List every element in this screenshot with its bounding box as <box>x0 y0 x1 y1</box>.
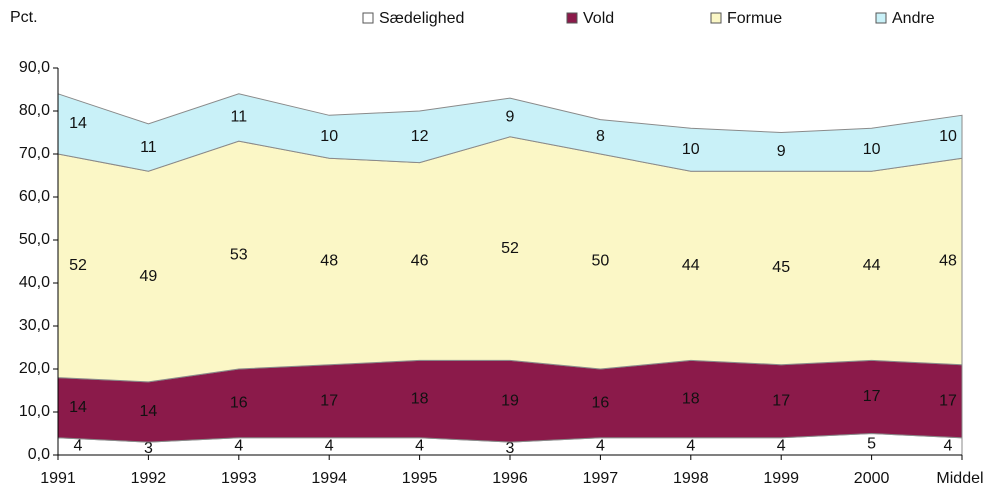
data-label: 4 <box>596 438 605 455</box>
legend-swatch <box>875 12 887 24</box>
data-label: 52 <box>501 240 519 257</box>
data-label: 10 <box>863 141 881 158</box>
data-label: 19 <box>501 392 519 409</box>
legend-swatch <box>362 12 374 24</box>
legend-label: Formue <box>727 10 782 27</box>
x-tick-label: 1991 <box>40 470 76 487</box>
legend-label: Sædelighed <box>379 10 464 27</box>
y-tick-label: 40,0 <box>19 274 50 291</box>
x-tick-label: 1998 <box>673 470 709 487</box>
legend-label: Vold <box>583 10 614 27</box>
data-label: 9 <box>777 143 786 160</box>
x-tick-label: 1992 <box>131 470 167 487</box>
data-label: 45 <box>772 259 790 276</box>
data-label: 17 <box>320 392 338 409</box>
data-label: 18 <box>411 390 429 407</box>
data-label: 10 <box>939 128 957 145</box>
y-tick-label: 90,0 <box>19 59 50 76</box>
y-tick-label: 0,0 <box>28 446 50 463</box>
data-label: 52 <box>69 257 87 274</box>
y-axis-label: Pct. <box>10 9 38 26</box>
data-label: 48 <box>939 253 957 270</box>
x-tick-label: 1997 <box>583 470 619 487</box>
data-label: 4 <box>686 438 695 455</box>
data-label: 8 <box>596 128 605 145</box>
data-label: 49 <box>140 268 158 285</box>
y-tick-label: 70,0 <box>19 145 50 162</box>
legend-swatch <box>566 12 578 24</box>
data-label: 4 <box>415 438 424 455</box>
data-label: 46 <box>411 253 429 270</box>
data-label: 17 <box>863 388 881 405</box>
y-tick-label: 50,0 <box>19 231 50 248</box>
x-tick-label: 2000 <box>854 470 890 487</box>
data-label: 44 <box>682 257 700 274</box>
x-tick-label: 1996 <box>492 470 528 487</box>
data-label: 16 <box>592 395 610 412</box>
data-label: 17 <box>939 392 957 409</box>
data-label: 18 <box>682 390 700 407</box>
data-label: 11 <box>140 139 157 156</box>
data-label: 53 <box>230 246 248 263</box>
x-tick-label: 1994 <box>311 470 347 487</box>
y-tick-label: 30,0 <box>19 317 50 334</box>
data-label: 10 <box>320 128 338 145</box>
data-label: 14 <box>69 115 87 132</box>
legend-label: Andre <box>892 10 935 27</box>
data-label: 14 <box>69 399 87 416</box>
data-label: 4 <box>74 438 83 455</box>
y-tick-label: 60,0 <box>19 188 50 205</box>
legend-swatch <box>710 12 722 24</box>
data-label: 50 <box>592 253 610 270</box>
y-tick-label: 10,0 <box>19 403 50 420</box>
data-label: 3 <box>144 440 153 457</box>
data-label: 16 <box>230 395 248 412</box>
x-tick-label: 1999 <box>763 470 799 487</box>
data-label: 3 <box>506 440 515 457</box>
data-label: 10 <box>682 141 700 158</box>
area <box>57 93 963 172</box>
data-label: 4 <box>944 438 953 455</box>
y-tick-label: 80,0 <box>19 102 50 119</box>
data-label: 5 <box>867 435 876 452</box>
data-label: 4 <box>325 438 334 455</box>
data-label: 17 <box>772 392 790 409</box>
data-label: 12 <box>411 128 429 145</box>
data-label: 11 <box>230 109 247 126</box>
data-label: 9 <box>506 109 515 126</box>
data-label: 48 <box>320 253 338 270</box>
x-tick-label: Middel <box>936 470 983 487</box>
data-label: 44 <box>863 257 881 274</box>
data-label: 4 <box>234 438 243 455</box>
x-tick-label: 1995 <box>402 470 438 487</box>
x-tick-label: 1993 <box>221 470 257 487</box>
data-label: 14 <box>140 403 158 420</box>
y-tick-label: 20,0 <box>19 360 50 377</box>
area <box>57 136 963 383</box>
data-label: 4 <box>777 438 786 455</box>
